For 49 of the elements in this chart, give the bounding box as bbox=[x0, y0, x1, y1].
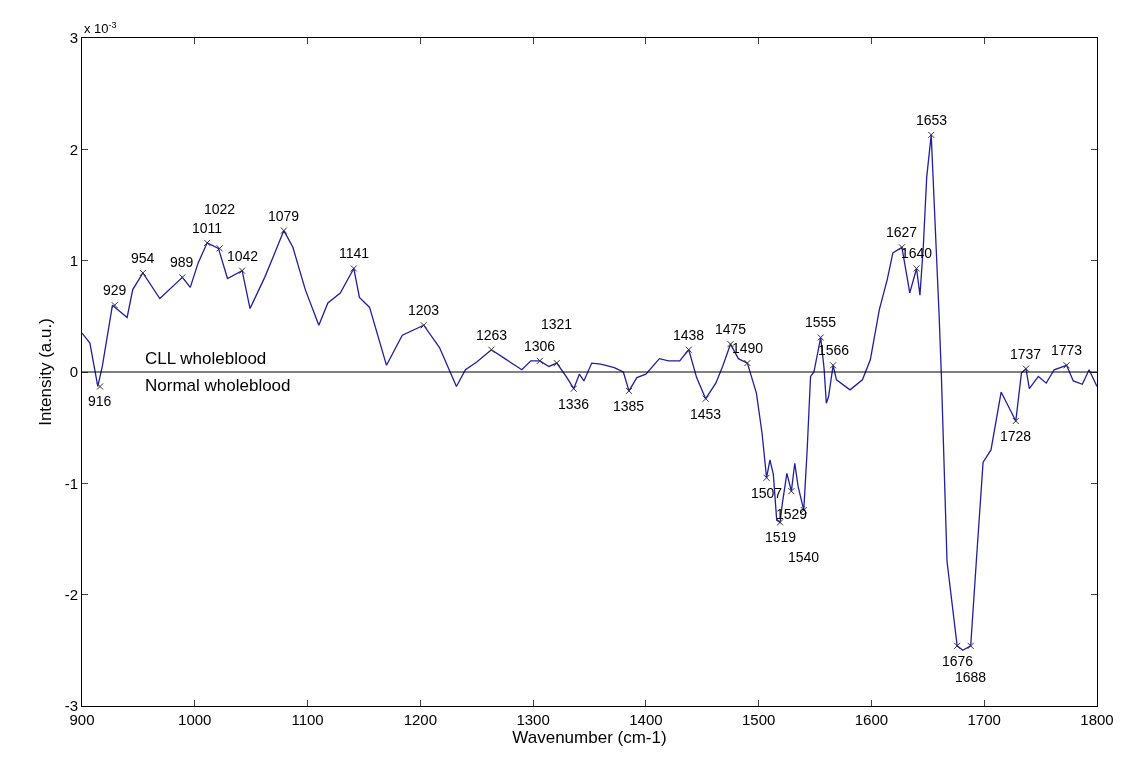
text: x 10$^{-3}$ bbox=[84, 20, 117, 37]
annotation: 1203 bbox=[408, 302, 440, 318]
annotation: 1042 bbox=[227, 248, 259, 264]
annotation: 1453 bbox=[690, 406, 722, 422]
annotation: 1306 bbox=[524, 338, 556, 354]
annotation: 1022 bbox=[204, 201, 236, 217]
x-tick-label: 1500 bbox=[741, 711, 776, 728]
annotation: CLL wholeblood bbox=[145, 349, 267, 368]
annotation: 1728 bbox=[1000, 428, 1032, 444]
annotation: 954 bbox=[131, 250, 155, 266]
annotation: 1653 bbox=[916, 112, 948, 128]
annotation: 1079 bbox=[268, 208, 300, 224]
annotation: 1336 bbox=[558, 396, 590, 412]
annotation: 1773 bbox=[1051, 342, 1083, 358]
annotation: 1627 bbox=[886, 224, 918, 240]
x-tick-label: 1300 bbox=[516, 711, 550, 728]
annotation: 1385 bbox=[613, 398, 645, 414]
x-axis-title: Wavenumber (cm-1) bbox=[512, 728, 667, 748]
annotation: 916 bbox=[88, 393, 112, 409]
annotation: 1737 bbox=[1010, 346, 1042, 362]
y-tick-label: 1 bbox=[69, 251, 78, 269]
y-tick-label: -1 bbox=[64, 474, 78, 492]
annotation: 929 bbox=[103, 282, 127, 298]
x-tick-label: 1000 bbox=[178, 711, 212, 728]
annotation: 1011 bbox=[192, 220, 223, 236]
annotation: 1540 bbox=[788, 549, 820, 565]
annotation: 1475 bbox=[715, 321, 747, 337]
annotation: 989 bbox=[170, 254, 194, 270]
annotation: 1688 bbox=[955, 669, 987, 685]
y-tick-label: 0 bbox=[69, 363, 78, 381]
x-tick-label: 1200 bbox=[403, 711, 438, 728]
annotation: 1263 bbox=[476, 327, 508, 343]
x-tick-label: 1700 bbox=[967, 711, 1001, 728]
x-tick-label: 1600 bbox=[854, 711, 889, 728]
y-tick-label: 3 bbox=[69, 29, 78, 47]
x-tick-label: 1800 bbox=[1080, 711, 1114, 728]
annotation: 1676 bbox=[942, 653, 974, 669]
annotation: 1141 bbox=[339, 245, 370, 261]
y-tick-label: -2 bbox=[64, 585, 78, 603]
annotation: Normal wholeblood bbox=[145, 376, 291, 395]
annotation: 1555 bbox=[805, 314, 837, 330]
y-axis-title: Intensity (a.u.) bbox=[36, 318, 56, 426]
annotation: 1438 bbox=[673, 327, 705, 343]
annotation: 1519 bbox=[765, 529, 797, 545]
annotation: 1321 bbox=[541, 316, 573, 332]
annotation: 1490 bbox=[732, 340, 764, 356]
x-tick-label: 1100 bbox=[291, 711, 324, 728]
x-tick-label: 1400 bbox=[629, 711, 663, 728]
y-tick-label: 2 bbox=[69, 140, 78, 158]
